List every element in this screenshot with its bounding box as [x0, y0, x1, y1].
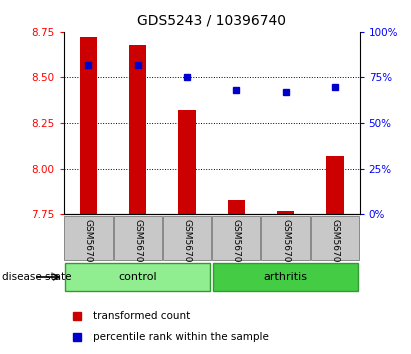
- Bar: [213, 263, 358, 291]
- Bar: [326, 156, 344, 214]
- Text: control: control: [118, 272, 157, 282]
- Text: GSM567080: GSM567080: [232, 219, 241, 274]
- Bar: [228, 200, 245, 214]
- Text: GSM567082: GSM567082: [330, 219, 339, 274]
- Bar: [129, 45, 146, 214]
- Text: transformed count: transformed count: [93, 311, 191, 321]
- Bar: [80, 37, 97, 214]
- Bar: [163, 216, 211, 260]
- Bar: [311, 216, 359, 260]
- Text: disease state: disease state: [2, 272, 72, 282]
- Bar: [113, 216, 162, 260]
- Text: GSM567074: GSM567074: [84, 219, 93, 274]
- Bar: [261, 216, 310, 260]
- Text: GSM567075: GSM567075: [133, 219, 142, 274]
- Bar: [178, 110, 196, 214]
- Text: GSM567081: GSM567081: [281, 219, 290, 274]
- Text: GSM567076: GSM567076: [182, 219, 192, 274]
- Bar: [65, 263, 210, 291]
- Title: GDS5243 / 10396740: GDS5243 / 10396740: [137, 14, 286, 28]
- Text: arthritis: arthritis: [263, 272, 308, 282]
- Bar: [64, 216, 113, 260]
- Bar: [212, 216, 261, 260]
- Text: percentile rank within the sample: percentile rank within the sample: [93, 332, 269, 342]
- Bar: [277, 211, 294, 214]
